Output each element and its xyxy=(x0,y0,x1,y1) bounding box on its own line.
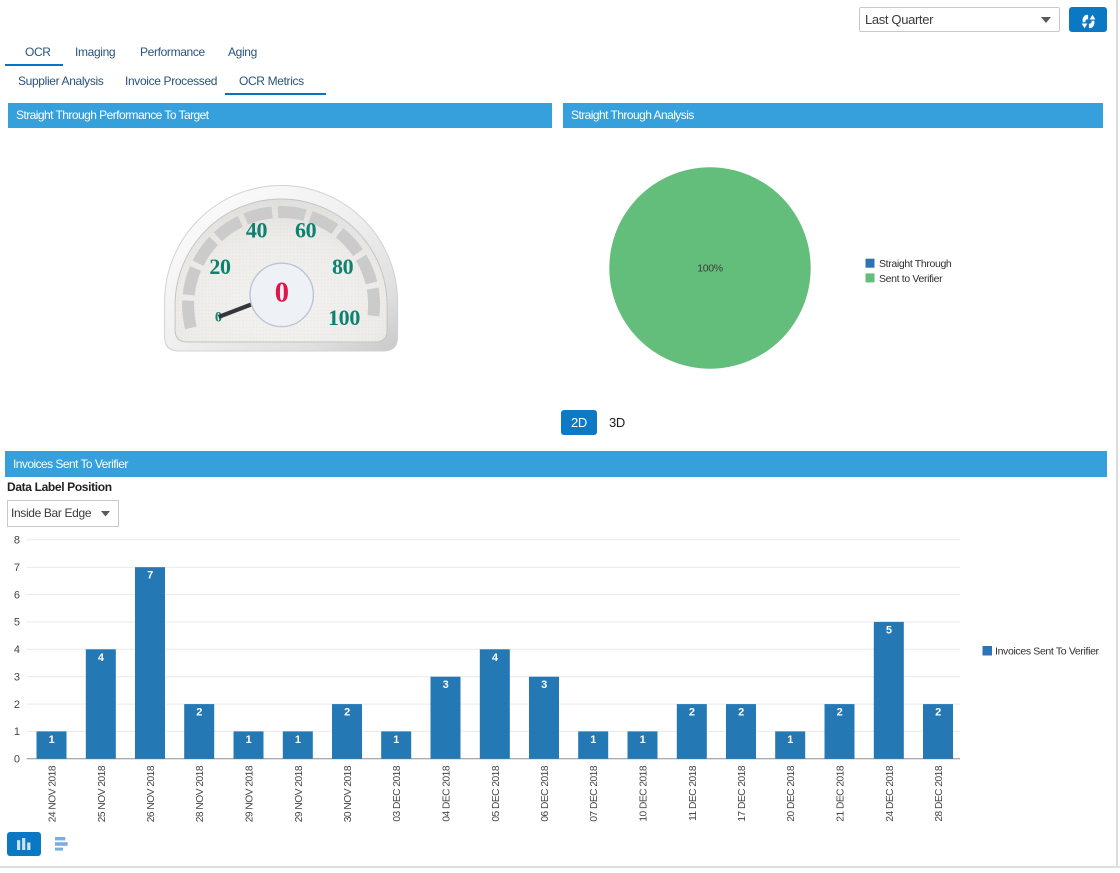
svg-text:10 DEC 2018: 10 DEC 2018 xyxy=(639,765,650,821)
svg-text:Straight Through: Straight Through xyxy=(879,258,952,270)
svg-text:24 DEC 2018: 24 DEC 2018 xyxy=(885,765,896,821)
svg-text:20 DEC 2018: 20 DEC 2018 xyxy=(786,765,797,821)
svg-text:07 DEC 2018: 07 DEC 2018 xyxy=(589,765,600,821)
svg-text:1: 1 xyxy=(393,734,399,746)
svg-text:04 DEC 2018: 04 DEC 2018 xyxy=(442,765,453,821)
svg-text:24 NOV 2018: 24 NOV 2018 xyxy=(48,765,59,822)
svg-text:7: 7 xyxy=(14,562,20,574)
svg-text:6: 6 xyxy=(14,589,20,601)
svg-text:03 DEC 2018: 03 DEC 2018 xyxy=(392,765,403,821)
svg-text:20: 20 xyxy=(209,254,231,279)
svg-text:1: 1 xyxy=(787,734,793,746)
svg-text:2: 2 xyxy=(689,707,695,719)
svg-text:5: 5 xyxy=(886,624,892,636)
svg-text:100: 100 xyxy=(328,305,360,330)
svg-text:2: 2 xyxy=(935,707,941,719)
svg-text:3: 3 xyxy=(541,679,547,691)
svg-text:29 NOV 2018: 29 NOV 2018 xyxy=(245,765,256,822)
svg-text:1: 1 xyxy=(14,726,20,738)
svg-text:2: 2 xyxy=(344,707,350,719)
svg-text:4: 4 xyxy=(98,652,105,664)
svg-text:26 NOV 2018: 26 NOV 2018 xyxy=(146,765,157,822)
svg-text:7: 7 xyxy=(147,570,153,582)
svg-text:1: 1 xyxy=(49,734,55,746)
svg-text:05 DEC 2018: 05 DEC 2018 xyxy=(491,765,502,821)
svg-text:1: 1 xyxy=(246,734,252,746)
svg-text:8: 8 xyxy=(14,535,20,547)
svg-text:40: 40 xyxy=(246,218,268,243)
svg-text:80: 80 xyxy=(332,254,354,279)
svg-text:21 DEC 2018: 21 DEC 2018 xyxy=(836,765,847,821)
svg-text:1: 1 xyxy=(590,734,596,746)
svg-text:29 NOV 2018: 29 NOV 2018 xyxy=(294,765,305,822)
svg-text:0: 0 xyxy=(14,754,20,766)
svg-text:5: 5 xyxy=(14,617,20,629)
svg-text:30 NOV 2018: 30 NOV 2018 xyxy=(343,765,354,822)
svg-text:1: 1 xyxy=(640,734,646,746)
svg-text:100%: 100% xyxy=(697,263,722,275)
svg-text:2: 2 xyxy=(14,699,20,711)
svg-text:60: 60 xyxy=(295,218,317,243)
svg-text:2: 2 xyxy=(837,707,843,719)
svg-text:28 NOV 2018: 28 NOV 2018 xyxy=(195,765,206,822)
svg-text:25 NOV 2018: 25 NOV 2018 xyxy=(97,765,108,822)
svg-text:Invoices Sent To Verifier: Invoices Sent To Verifier xyxy=(995,646,1100,658)
svg-text:4: 4 xyxy=(14,644,20,656)
svg-text:0: 0 xyxy=(275,278,289,309)
svg-text:4: 4 xyxy=(492,652,499,664)
svg-text:3: 3 xyxy=(443,679,449,691)
svg-text:0: 0 xyxy=(215,310,222,326)
svg-text:11 DEC 2018: 11 DEC 2018 xyxy=(688,765,699,821)
svg-text:1: 1 xyxy=(295,734,301,746)
svg-text:06 DEC 2018: 06 DEC 2018 xyxy=(540,765,551,821)
svg-text:17 DEC 2018: 17 DEC 2018 xyxy=(737,765,748,821)
svg-text:2: 2 xyxy=(738,707,744,719)
svg-text:3: 3 xyxy=(14,672,20,684)
svg-text:Sent to Verifier: Sent to Verifier xyxy=(879,273,943,285)
svg-text:2: 2 xyxy=(196,707,202,719)
svg-text:28 DEC 2018: 28 DEC 2018 xyxy=(934,765,945,821)
